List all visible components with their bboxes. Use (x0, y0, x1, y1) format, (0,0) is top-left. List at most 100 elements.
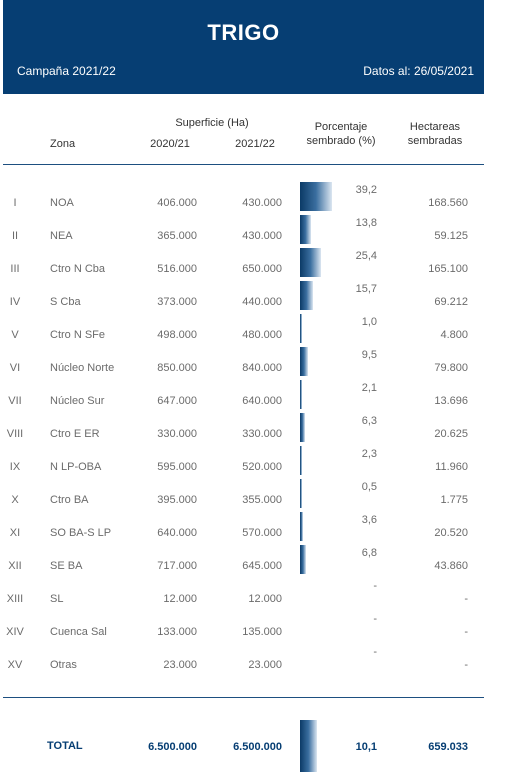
area-2021-22: 430.000 (242, 197, 282, 209)
zone-number: VII (8, 395, 22, 407)
pct-header: Porcentaje sembrado (%) (306, 121, 376, 147)
zone-number: XI (9, 527, 21, 539)
area-2021-22: 440.000 (242, 296, 282, 308)
zone-name: Núcleo Sur (50, 395, 105, 407)
pct-sown: - (373, 613, 377, 625)
zone-number: XV (7, 659, 23, 671)
hectares-sown: - (464, 659, 468, 671)
pct-sown: - (373, 646, 377, 658)
hectares-sown: - (464, 593, 468, 605)
pct-bar (300, 545, 306, 574)
area-2020-21: 406.000 (157, 197, 197, 209)
zone-name: NOA (50, 197, 74, 209)
hectares-sown: 20.520 (434, 527, 468, 539)
area-2021-22: 12.000 (248, 593, 282, 605)
pct-sown: 13,8 (355, 217, 377, 229)
zone-name: SE BA (50, 560, 83, 572)
total-2020-21: 6.500.000 (148, 741, 197, 753)
zone-number: III (10, 263, 20, 275)
area-2021-22: 355.000 (242, 494, 282, 506)
area-2020-21: 647.000 (157, 395, 197, 407)
total-row: TOTAL 6.500.000 6.500.000 10,1 659.033 (0, 718, 507, 773)
area-2020-21: 12.000 (163, 593, 197, 605)
table-row: XIV Cuenca Sal 133.000 135.000 - - (0, 609, 507, 642)
zone-name: Ctro N SFe (50, 329, 106, 341)
hectares-sown: 11.960 (435, 461, 468, 473)
total-divider (3, 697, 484, 698)
zone-name: Otras (50, 659, 77, 671)
pct-sown: 39,2 (355, 184, 377, 196)
year1-header: 2020/21 (150, 138, 190, 150)
hectares-sown: 79.800 (434, 362, 468, 374)
area-2021-22: 840.000 (242, 362, 282, 374)
zone-number: XIV (6, 626, 24, 638)
pct-bar (300, 215, 312, 244)
table-row: XII SE BA 717.000 645.000 6,8 43.860 (0, 543, 507, 576)
total-label: TOTAL (47, 740, 83, 752)
hectares-sown: 59.125 (434, 230, 468, 242)
zone-number: VIII (6, 428, 24, 440)
total-pct: 10,1 (355, 741, 377, 753)
area-2020-21: 640.000 (157, 527, 197, 539)
campaign-label: Campaña 2021/22 (17, 64, 116, 78)
data-date: Datos al: 26/05/2021 (363, 64, 474, 78)
area-2020-21: 23.000 (163, 659, 197, 671)
pct-bar (300, 446, 302, 475)
area-2020-21: 850.000 (157, 362, 197, 374)
pct-bar (300, 347, 308, 376)
page-title: TRIGO (207, 20, 280, 45)
pct-sown: - (373, 580, 377, 592)
zone-number: IX (9, 461, 21, 473)
area-2021-22: 330.000 (242, 428, 282, 440)
table-row: III Ctro N Cba 516.000 650.000 25,4 165.100 (0, 246, 507, 279)
pct-bar (300, 380, 302, 409)
pct-bar (300, 248, 321, 277)
area-2021-22: 23.000 (248, 659, 282, 671)
zone-name: Ctro N Cba (50, 263, 106, 275)
table-row: XI SO BA-S LP 640.000 570.000 3,6 20.520 (0, 510, 507, 543)
zone-number: IV (9, 296, 21, 308)
pct-sown: 1,0 (361, 316, 377, 328)
pct-sown: 6,3 (361, 415, 377, 427)
year2-header: 2021/22 (235, 138, 275, 150)
pct-bar (300, 479, 302, 508)
zone-name: SO BA-S LP (50, 527, 112, 539)
hectares-sown: - (464, 626, 468, 638)
area-2020-21: 498.000 (157, 329, 197, 341)
pct-bar (300, 314, 302, 343)
hectares-sown: 69.212 (434, 296, 468, 308)
hectares-sown: 43.860 (434, 560, 468, 572)
total-hectareas: 659.033 (428, 741, 468, 753)
area-2021-22: 640.000 (242, 395, 282, 407)
total-2021-22: 6.500.000 (233, 741, 282, 753)
table-row: I NOA 406.000 430.000 39,2 168.560 (0, 180, 507, 213)
zone-number: XII (8, 560, 22, 572)
pct-sown: 6,8 (361, 547, 377, 559)
zone-name: NEA (50, 230, 73, 242)
hectares-sown: 4.800 (440, 329, 468, 341)
pct-sown: 0,5 (361, 481, 377, 493)
area-2021-22: 480.000 (242, 329, 282, 341)
area-2020-21: 395.000 (157, 494, 197, 506)
zone-number: I (13, 197, 17, 209)
zone-number: VI (9, 362, 21, 374)
pct-bar (300, 281, 313, 310)
zone-name: SL (50, 593, 64, 605)
area-2021-22: 135.000 (242, 626, 282, 638)
table-row: V Ctro N SFe 498.000 480.000 1,0 4.800 (0, 312, 507, 345)
table-row: IX N LP-OBA 595.000 520.000 2,3 11.960 (0, 444, 507, 477)
zone-name: S Cba (50, 296, 81, 308)
area-2020-21: 365.000 (157, 230, 197, 242)
hect-header: Hectareas sembradas (407, 121, 463, 147)
pct-sown: 25,4 (355, 250, 377, 262)
table-row: VII Núcleo Sur 647.000 640.000 2,1 13.696 (0, 378, 507, 411)
zone-number: X (11, 494, 19, 506)
total-pct-bar (300, 720, 317, 772)
zone-name: Núcleo Norte (50, 362, 115, 374)
pct-bar (300, 512, 303, 541)
area-2021-22: 430.000 (242, 230, 282, 242)
area-2020-21: 373.000 (157, 296, 197, 308)
pct-sown: 3,6 (361, 514, 377, 526)
pct-bar (300, 182, 333, 211)
header-divider (3, 164, 484, 165)
